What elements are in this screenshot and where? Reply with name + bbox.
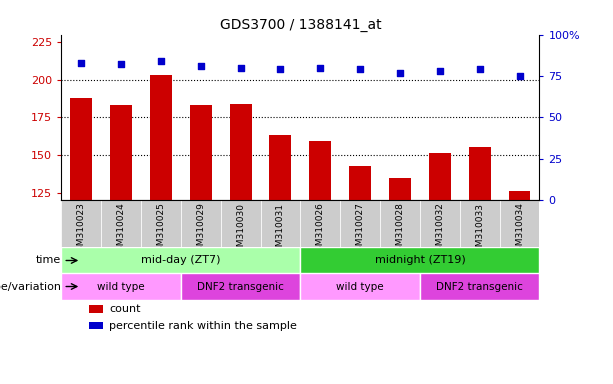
Text: midnight (ZT19): midnight (ZT19) — [375, 255, 465, 265]
Text: DNF2 transgenic: DNF2 transgenic — [197, 281, 284, 291]
Text: GSM310030: GSM310030 — [236, 202, 245, 258]
Bar — [389, 177, 411, 200]
Bar — [89, 305, 103, 313]
Bar — [460, 200, 500, 247]
Bar — [101, 200, 141, 247]
Text: GSM310031: GSM310031 — [276, 202, 285, 258]
Text: GSM310033: GSM310033 — [475, 202, 484, 258]
Text: wild type: wild type — [97, 281, 145, 291]
Text: GSM310034: GSM310034 — [515, 202, 524, 257]
Title: GDS3700 / 1388141_at: GDS3700 / 1388141_at — [219, 18, 381, 32]
Bar — [181, 200, 221, 247]
Text: GSM310032: GSM310032 — [435, 202, 444, 257]
Bar — [420, 200, 460, 247]
Bar — [141, 200, 181, 247]
Bar — [270, 136, 291, 200]
Text: GSM310024: GSM310024 — [116, 202, 126, 257]
Bar — [420, 273, 539, 300]
Bar — [70, 98, 92, 200]
Bar — [429, 154, 451, 200]
Bar — [500, 200, 539, 247]
Bar — [349, 166, 371, 200]
Text: time: time — [36, 255, 61, 265]
Text: DNF2 transgenic: DNF2 transgenic — [436, 281, 523, 291]
Point — [355, 66, 365, 73]
Bar — [380, 200, 420, 247]
Bar — [300, 273, 420, 300]
Text: GSM310025: GSM310025 — [156, 202, 166, 257]
Text: GSM310026: GSM310026 — [316, 202, 325, 257]
Bar — [150, 75, 172, 200]
Point — [116, 61, 126, 68]
Bar — [110, 105, 132, 200]
Point — [76, 60, 86, 66]
Bar — [61, 247, 300, 273]
Bar — [89, 322, 103, 329]
Bar — [300, 200, 340, 247]
Bar — [190, 105, 211, 200]
Point — [235, 65, 245, 71]
Point — [276, 66, 286, 73]
Bar — [230, 104, 251, 200]
Text: GSM310027: GSM310027 — [356, 202, 365, 257]
Bar — [340, 200, 380, 247]
Text: wild type: wild type — [337, 281, 384, 291]
Text: count: count — [109, 304, 140, 314]
Point — [156, 58, 166, 64]
Text: GSM310029: GSM310029 — [196, 202, 205, 257]
Text: GSM310028: GSM310028 — [395, 202, 405, 257]
Point — [395, 70, 405, 76]
Bar — [261, 200, 300, 247]
Point — [475, 66, 485, 73]
Bar — [310, 141, 331, 200]
Bar — [300, 247, 539, 273]
Text: genotype/variation: genotype/variation — [0, 281, 61, 291]
Point — [435, 68, 445, 74]
Text: percentile rank within the sample: percentile rank within the sample — [109, 321, 297, 331]
Bar — [61, 200, 101, 247]
Bar — [221, 200, 261, 247]
Point — [196, 63, 206, 69]
Bar — [469, 147, 490, 200]
Point — [316, 65, 326, 71]
Bar — [181, 273, 300, 300]
Bar — [509, 191, 530, 200]
Point — [514, 73, 524, 79]
Text: mid-day (ZT7): mid-day (ZT7) — [141, 255, 221, 265]
Text: GSM310023: GSM310023 — [77, 202, 86, 257]
Bar — [61, 273, 181, 300]
